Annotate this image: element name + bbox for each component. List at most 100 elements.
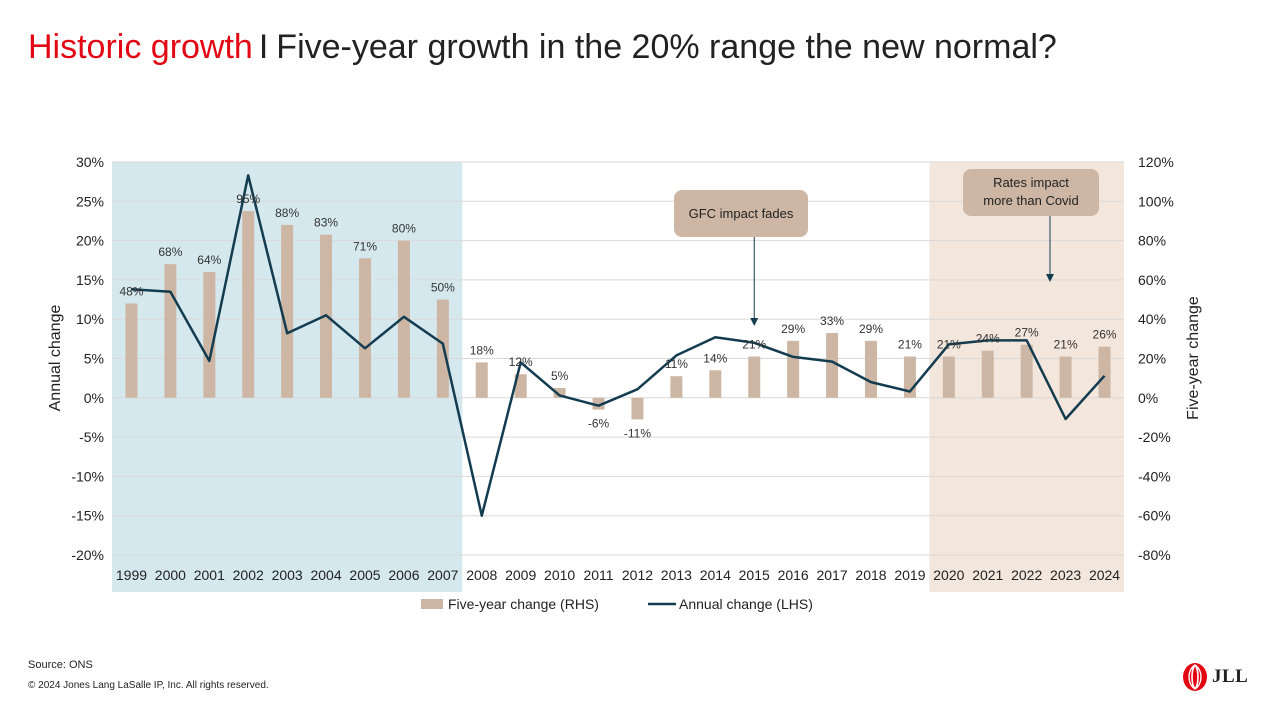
bar-data-label: 83% xyxy=(314,216,338,230)
y2-tick-label: -80% xyxy=(1138,547,1171,563)
bar-five-year xyxy=(865,340,877,398)
x-tick-label: 2003 xyxy=(272,567,303,583)
bar-five-year xyxy=(1059,356,1072,398)
x-tick-label: 2016 xyxy=(778,567,809,583)
page-title: Historic growth I Five-year growth in the … xyxy=(28,28,1057,67)
bar-data-label: 64% xyxy=(197,253,221,267)
y-tick-label: -10% xyxy=(71,468,104,484)
bar-data-label: 21% xyxy=(1054,338,1078,352)
bar-five-year xyxy=(826,332,839,398)
bar-five-year xyxy=(787,340,800,398)
bar-data-label: 95% xyxy=(236,192,260,206)
y-tick-label: 20% xyxy=(76,233,104,249)
y-tick-label: 0% xyxy=(84,390,104,406)
bar-data-label: 29% xyxy=(859,322,883,336)
x-tick-label: 2010 xyxy=(544,567,575,583)
bar-five-year xyxy=(125,303,138,398)
y-tick-label: 10% xyxy=(76,311,104,327)
bar-data-label: 27% xyxy=(1015,326,1039,340)
bar-five-year xyxy=(242,211,255,398)
y2-tick-label: 120% xyxy=(1138,154,1174,170)
annotation-arrowhead-rates xyxy=(1046,274,1054,282)
y2-tick-label: 80% xyxy=(1138,233,1166,249)
y2-tick-label: 60% xyxy=(1138,272,1166,288)
bar-five-year xyxy=(670,376,683,398)
x-tick-label: 2021 xyxy=(972,567,1003,583)
x-tick-label: 1999 xyxy=(116,567,147,583)
legend-label-annual: Annual change (LHS) xyxy=(679,596,813,612)
title-separator: I xyxy=(258,28,269,66)
bar-data-label: 5% xyxy=(551,369,569,383)
jll-logo: JLL xyxy=(1182,661,1254,693)
y-tick-label: -5% xyxy=(79,429,104,445)
annotation-text-rates: more than Covid xyxy=(983,193,1078,208)
bar-five-year xyxy=(592,397,605,410)
bar-five-year xyxy=(1098,346,1111,398)
x-tick-label: 2004 xyxy=(310,567,341,583)
bar-data-label: 80% xyxy=(392,222,416,236)
annotation-arrowhead-gfc xyxy=(750,318,759,326)
bar-five-year xyxy=(514,374,527,398)
bar-data-label: 68% xyxy=(158,245,182,259)
x-tick-label: 2007 xyxy=(427,567,458,583)
x-tick-label: 2005 xyxy=(349,567,380,583)
bar-data-label: 24% xyxy=(976,332,1000,346)
x-tick-label: 2018 xyxy=(855,567,886,583)
x-tick-label: 2008 xyxy=(466,567,497,583)
x-tick-label: 2009 xyxy=(505,567,536,583)
title-main: Five-year growth in the 20% range the ne… xyxy=(276,28,1057,66)
y-tick-label: 15% xyxy=(76,272,104,288)
x-tick-label: 2022 xyxy=(1011,567,1042,583)
bar-five-year xyxy=(748,356,761,398)
bar-five-year xyxy=(359,258,371,398)
jll-flame-logo-icon xyxy=(1183,663,1207,691)
x-tick-label: 2001 xyxy=(194,567,225,583)
bar-data-label: 21% xyxy=(742,338,766,352)
y2-tick-label: -60% xyxy=(1138,508,1171,524)
annotation-box-gfc xyxy=(674,190,808,237)
bar-data-label: 11% xyxy=(665,357,688,371)
bar-data-label: -11% xyxy=(624,426,651,440)
y-tick-label: -20% xyxy=(71,547,104,563)
bar-data-label: 14% xyxy=(703,351,727,365)
y-tick-label: 25% xyxy=(76,193,104,209)
combo-chart: 30% 120% 25% 100% 20% 80% 15% 60% 10% 40% 5% 20% 0% 0… xyxy=(47,154,1202,612)
line-annual-change xyxy=(131,174,1106,517)
x-tick-label: 2002 xyxy=(233,567,264,583)
x-tick-label: 2017 xyxy=(816,567,847,583)
bar-data-label: 12% xyxy=(509,355,533,369)
bar-five-year xyxy=(981,350,994,398)
annotation-text-rates: Rates impact xyxy=(993,175,1069,190)
y2-tick-label: -20% xyxy=(1138,429,1171,445)
x-tick-label: 2020 xyxy=(933,567,964,583)
bar-five-year xyxy=(475,362,488,398)
y-axis-title: Annual change xyxy=(47,305,64,412)
x-tick-label: 2006 xyxy=(388,567,419,583)
bar-data-label: 50% xyxy=(431,281,455,295)
bar-five-year xyxy=(203,272,216,398)
y-tick-label: -15% xyxy=(71,508,104,524)
y2-tick-label: 100% xyxy=(1138,193,1174,209)
y2-tick-label: 0% xyxy=(1138,390,1158,406)
y-tick-label: 5% xyxy=(84,351,104,367)
bar-five-year xyxy=(397,240,410,398)
x-tick-label: 2015 xyxy=(739,567,770,583)
legend-swatch-five-year xyxy=(421,599,443,609)
y2-tick-label: 40% xyxy=(1138,311,1166,327)
bar-data-label: 88% xyxy=(275,206,299,220)
annotation-box-rates xyxy=(963,169,1099,216)
bar-data-label: 21% xyxy=(937,338,961,352)
y2-tick-label: 20% xyxy=(1138,351,1166,367)
bar-five-year xyxy=(1020,344,1033,398)
logo-text: JLL xyxy=(1212,666,1249,687)
bar-data-label: 21% xyxy=(898,338,922,352)
x-tick-label: 2000 xyxy=(155,567,186,583)
annotation-text-gfc: GFC impact fades xyxy=(689,206,794,221)
x-tick-label: 2014 xyxy=(700,567,731,583)
bar-data-label: 29% xyxy=(781,322,805,336)
y-tick-label: 30% xyxy=(76,154,104,170)
x-tick-label: 2023 xyxy=(1050,567,1081,583)
bar-five-year xyxy=(709,370,722,398)
x-tick-label: 2019 xyxy=(894,567,925,583)
bar-five-year xyxy=(164,264,177,398)
